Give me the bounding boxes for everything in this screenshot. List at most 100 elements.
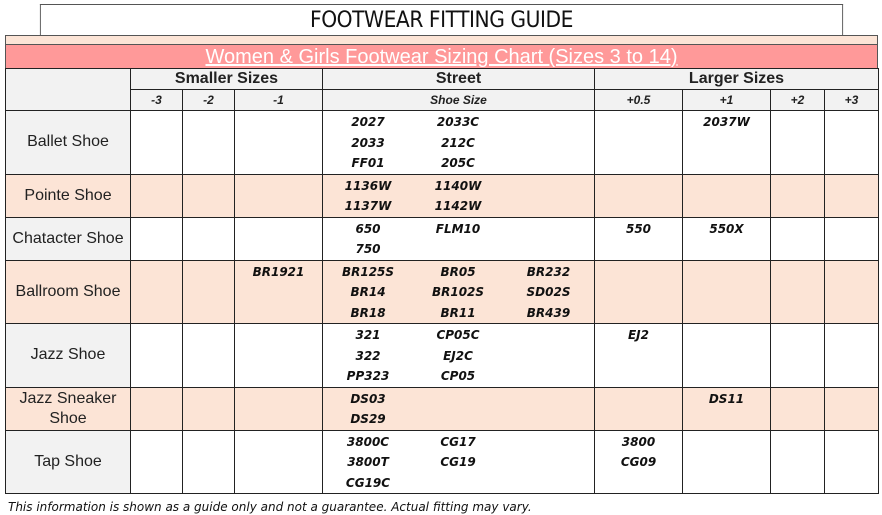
street-column bbox=[503, 389, 594, 430]
size-code: CG17 bbox=[440, 434, 476, 449]
size-code: CG09 bbox=[620, 455, 657, 469]
cell-street: 2027 2033 FF01 2033C 212C 205C bbox=[322, 110, 595, 175]
street-column: 1136W 1137W bbox=[323, 176, 413, 217]
cell-m2 bbox=[182, 216, 235, 261]
street-column bbox=[503, 325, 594, 387]
size-code: 321 bbox=[355, 328, 381, 342]
row-label: Chatacter Shoe bbox=[5, 216, 131, 261]
cell-p1 bbox=[682, 259, 771, 324]
street-column: 3800C 3800T CG19C bbox=[323, 432, 413, 494]
cell-m2 bbox=[182, 173, 235, 218]
street-column: 650 750 bbox=[323, 219, 413, 260]
cell-p1: DS11 bbox=[682, 386, 771, 431]
size-code: BR232 bbox=[526, 264, 571, 279]
cell-p1: 550X bbox=[682, 216, 771, 261]
table-row: Pointe Shoe 1136W 1137W 1140W 1142W bbox=[5, 173, 879, 218]
street-column: BR232 SD02S BR439 bbox=[503, 262, 594, 324]
cell-p3 bbox=[824, 429, 879, 494]
size-code: EJ2 bbox=[627, 328, 649, 342]
row-label: Tap Shoe bbox=[5, 429, 131, 494]
size-code: FLM10 bbox=[435, 221, 481, 236]
size-code: BR14 bbox=[350, 285, 386, 299]
size-code: 2027 bbox=[351, 115, 385, 129]
page-title: FOOTWEAR FITTING GUIDE bbox=[39, 4, 844, 35]
cell-m2 bbox=[182, 323, 235, 388]
size-code: BR1921 bbox=[252, 264, 305, 279]
street-column: 321 322 PP323 bbox=[323, 325, 413, 387]
cell-p3 bbox=[824, 386, 879, 431]
col-plus-0-5: +0.5 bbox=[594, 89, 683, 111]
cell-m1 bbox=[234, 173, 323, 218]
cell-p05 bbox=[594, 173, 683, 218]
cell-p2 bbox=[770, 259, 825, 324]
street-grid: 321 322 PP323 CP05C EJ2C CP05 bbox=[323, 325, 594, 387]
street-column: BR05 BR102S BR11 bbox=[413, 262, 503, 324]
size-code: BR102S bbox=[431, 285, 485, 299]
cell-p05 bbox=[594, 386, 683, 431]
size-code: SD02S bbox=[526, 285, 571, 299]
cell-p2 bbox=[770, 173, 825, 218]
size-code: 1137W bbox=[344, 199, 392, 213]
row-label: Pointe Shoe bbox=[5, 173, 131, 218]
size-code: 550X bbox=[709, 221, 744, 236]
cell-m3 bbox=[130, 216, 183, 261]
cell-m3 bbox=[130, 429, 183, 494]
street-grid: 1136W 1137W 1140W 1142W bbox=[323, 176, 594, 217]
cell-p05: 550 bbox=[594, 216, 683, 261]
table-row: Jazz Shoe 321 322 PP323 CP05C EJ2C CP05 EJ2 bbox=[5, 323, 879, 388]
size-code: BR18 bbox=[350, 305, 386, 320]
street-column: 2027 2033 FF01 bbox=[323, 112, 413, 174]
size-code: EJ2C bbox=[443, 348, 473, 363]
row-label: Jazz Shoe bbox=[5, 323, 131, 388]
street-column bbox=[503, 112, 594, 174]
cell-p2 bbox=[770, 216, 825, 261]
size-code: FF01 bbox=[351, 156, 385, 170]
size-code: 2037W bbox=[703, 115, 750, 129]
street-column bbox=[503, 219, 594, 260]
cell-p05: 3800 CG09 bbox=[594, 429, 683, 494]
size-code: CG19 bbox=[440, 455, 476, 469]
col-plus-2: +2 bbox=[770, 89, 825, 111]
cell-p2 bbox=[770, 110, 825, 175]
size-code: 650 bbox=[355, 221, 381, 236]
size-code: BR439 bbox=[526, 305, 571, 320]
cell-street: DS03 DS29 bbox=[322, 386, 595, 431]
cell-m1: BR1921 bbox=[234, 259, 323, 324]
size-code: 322 bbox=[355, 348, 381, 363]
size-code: 550 bbox=[625, 221, 652, 236]
cell-m3 bbox=[130, 323, 183, 388]
chart-banner: Women & Girls Footwear Sizing Chart (Siz… bbox=[5, 44, 878, 69]
cell-street: 321 322 PP323 CP05C EJ2C CP05 bbox=[322, 323, 595, 388]
street-column bbox=[503, 432, 594, 494]
cell-m1 bbox=[234, 386, 323, 431]
table-row: Ballroom Shoe BR1921 BR125S BR14 BR18 BR05 BR1… bbox=[5, 259, 879, 324]
cell-p2 bbox=[770, 323, 825, 388]
street-column: FLM10 bbox=[413, 219, 503, 260]
cell-p2 bbox=[770, 386, 825, 431]
size-code: PP323 bbox=[346, 369, 390, 383]
size-code: 1142W bbox=[434, 199, 482, 213]
size-code: 750 bbox=[355, 242, 381, 256]
street-grid: 650 750 FLM10 bbox=[323, 219, 594, 260]
size-code: 3800C bbox=[346, 434, 390, 449]
street-grid: DS03 DS29 bbox=[323, 389, 594, 430]
size-code: DS03 bbox=[350, 391, 386, 406]
size-code: 205C bbox=[441, 156, 475, 170]
street-column: BR125S BR14 BR18 bbox=[323, 262, 413, 324]
size-code: BR125S bbox=[341, 264, 395, 279]
street-grid: 2027 2033 FF01 2033C 212C 205C bbox=[323, 112, 594, 174]
size-code: 2033 bbox=[351, 135, 385, 150]
cell-p1 bbox=[682, 323, 771, 388]
cell-p3 bbox=[824, 323, 879, 388]
cell-m3 bbox=[130, 173, 183, 218]
street-column: 2033C 212C 205C bbox=[413, 112, 503, 174]
cell-p3 bbox=[824, 216, 879, 261]
group-smaller-sizes: Smaller Sizes bbox=[130, 68, 323, 90]
street-column: CP05C EJ2C CP05 bbox=[413, 325, 503, 387]
cell-m3 bbox=[130, 110, 183, 175]
cell-m2 bbox=[182, 259, 235, 324]
cell-m3 bbox=[130, 259, 183, 324]
street-column bbox=[413, 389, 503, 430]
cell-m2 bbox=[182, 386, 235, 431]
cell-p3 bbox=[824, 173, 879, 218]
